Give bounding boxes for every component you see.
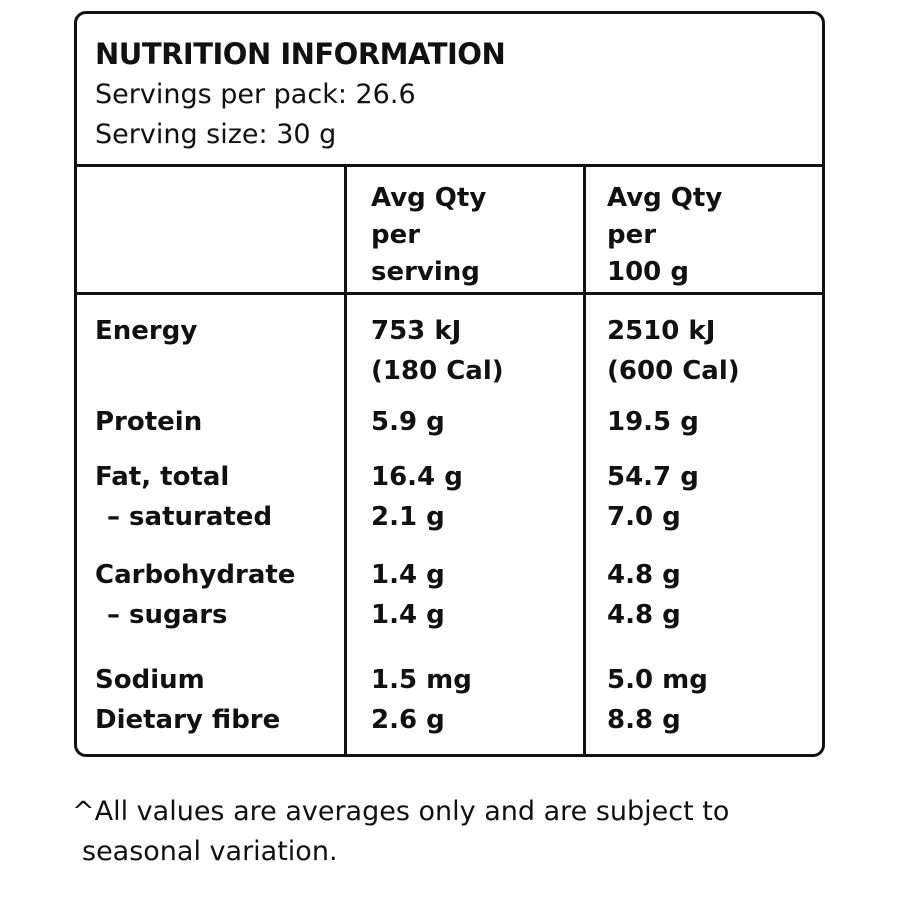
- value-per-100g: 54.7 g 7.0 g: [607, 462, 699, 532]
- value-per-serving: 16.4 g 2.1 g: [371, 462, 463, 532]
- panel-header: NUTRITION INFORMATION Servings per pack:…: [77, 14, 822, 166]
- value-per-serving: 1.5 mg 2.6 g: [371, 665, 472, 735]
- divider-header: [77, 164, 822, 167]
- servings-per-pack: Servings per pack: 26.6: [95, 79, 416, 110]
- value-per-100g: 19.5 g: [607, 407, 699, 437]
- footnote-line-2: seasonal variation.: [82, 836, 338, 867]
- value-per-serving: 1.4 g 1.4 g: [371, 560, 445, 630]
- value-per-serving: 5.9 g: [371, 407, 445, 437]
- nutrient-sub-name: Dietary fibre: [95, 705, 281, 735]
- nutrient-sub-name: – saturated: [107, 502, 273, 532]
- value-per-100g: 2510 kJ (600 Cal): [607, 316, 740, 386]
- value-per-100g: 5.0 mg 8.8 g: [607, 665, 708, 735]
- divider-columns: [77, 292, 822, 295]
- nutrient-sub-name: – sugars: [107, 600, 228, 630]
- nutrient-name: Protein: [95, 407, 203, 437]
- value-per-serving: 753 kJ (180 Cal): [371, 316, 504, 386]
- footnote-line-1: ^All values are averages only and are su…: [72, 796, 730, 827]
- footnote: ^All values are averages only and are su…: [72, 792, 852, 872]
- nutrient-name: Energy: [95, 316, 198, 346]
- serving-size: Serving size: 30 g: [95, 119, 337, 150]
- column-header-per-serving: Avg Qty per serving: [371, 183, 487, 287]
- column-header-per-100g: Avg Qty per 100 g: [607, 183, 723, 287]
- divider-col-1: [344, 164, 347, 754]
- value-per-100g: 4.8 g 4.8 g: [607, 560, 681, 630]
- divider-col-2: [583, 164, 586, 754]
- nutrition-panel: NUTRITION INFORMATION Servings per pack:…: [74, 11, 825, 757]
- nutrient-name: Carbohydrate – sugars: [95, 555, 295, 635]
- nutrient-name: Sodium Dietary fibre: [95, 660, 280, 740]
- panel-title: NUTRITION INFORMATION: [95, 37, 506, 71]
- nutrient-name: Fat, total – saturated: [95, 457, 272, 537]
